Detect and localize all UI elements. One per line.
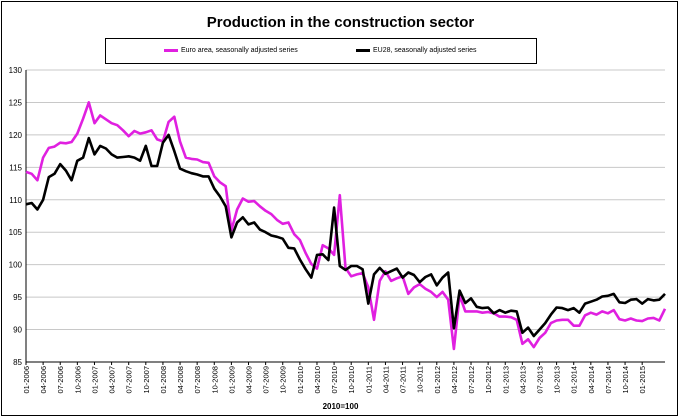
x-tick-label: 01-2013 (501, 366, 510, 394)
x-tick-label: 04-2009 (245, 366, 254, 394)
series-line-eu28 (25, 133, 666, 338)
x-tick-label: 01-2006 (22, 366, 31, 394)
x-tick-label: 01-2014 (570, 366, 579, 394)
legend-label-euro: Euro area, seasonally adjusted series (181, 47, 298, 54)
x-tick-label: 01-2008 (159, 366, 168, 394)
x-tick-label: 04-2014 (587, 366, 596, 394)
x-tick-label: 07-2008 (193, 366, 202, 394)
x-tick-label: 04-2007 (108, 366, 117, 394)
y-tick-label: 110 (9, 196, 22, 205)
x-tick-label: 10-2013 (553, 366, 562, 394)
chart-title: Production in the construction sector (206, 14, 475, 31)
x-tick-label: 04-2011 (381, 366, 390, 393)
x-tick-label: 01-2011 (364, 366, 373, 393)
x-tick-label: 04-2008 (176, 366, 185, 394)
x-axis-caption: 2010=100 (322, 402, 359, 411)
x-tick-label: 10-2010 (347, 366, 356, 394)
y-tick-label: 120 (9, 131, 23, 140)
legend-item-eu: EU28, seasonally adjusted series (356, 47, 477, 54)
legend-item-euro: Euro area, seasonally adjusted series (164, 47, 298, 54)
y-tick-label: 115 (9, 163, 22, 172)
x-tick-label: 01-2009 (227, 366, 236, 394)
x-tick-label: 01-2007 (90, 366, 99, 394)
x-tick-label: 10-2006 (73, 366, 82, 394)
x-tick-label: 07-2014 (604, 366, 613, 394)
legend-swatch-euro (164, 48, 178, 52)
x-tick-label: 01-2010 (296, 366, 305, 394)
x-tick-label: 01-2015 (638, 366, 647, 394)
x-tick-label: 04-2012 (450, 366, 459, 394)
y-tick-label: 105 (9, 228, 23, 237)
x-tick-label: 10-2008 (210, 366, 219, 394)
x-tick-label: 10-2014 (621, 366, 630, 394)
x-tick-label: 10-2007 (142, 366, 151, 394)
legend: Euro area, seasonally adjusted series EU… (105, 38, 537, 64)
y-tick-label: 95 (13, 293, 22, 302)
legend-swatch-eu (356, 48, 370, 52)
y-tick-label: 90 (13, 326, 22, 335)
x-tick-label: 01-2012 (433, 366, 442, 394)
legend-label-eu: EU28, seasonally adjusted series (373, 47, 477, 54)
x-tick-label: 07-2012 (467, 366, 476, 394)
x-tick-label: 07-2013 (535, 366, 544, 394)
y-tick-label: 100 (9, 261, 23, 270)
x-tick-label: 07-2009 (262, 366, 271, 394)
x-tick-label: 10-2011 (416, 366, 425, 393)
y-tick-label: 85 (13, 358, 22, 367)
x-tick-label: 04-2013 (518, 366, 527, 394)
x-tick-label: 04-2010 (313, 366, 322, 394)
x-tick-label: 07-2007 (125, 366, 134, 394)
y-tick-label: 125 (9, 98, 23, 107)
x-tick-label: 10-2009 (279, 366, 288, 394)
x-tick-label: 07-2006 (56, 366, 65, 394)
y-tick-label: 130 (9, 66, 23, 75)
x-tick-label: 10-2012 (484, 366, 493, 394)
x-tick-label: 04-2006 (39, 366, 48, 394)
x-tick-label: 07-2010 (330, 366, 339, 394)
series-line-euro-area (25, 101, 667, 351)
x-tick-label: 07-2011 (399, 366, 408, 393)
